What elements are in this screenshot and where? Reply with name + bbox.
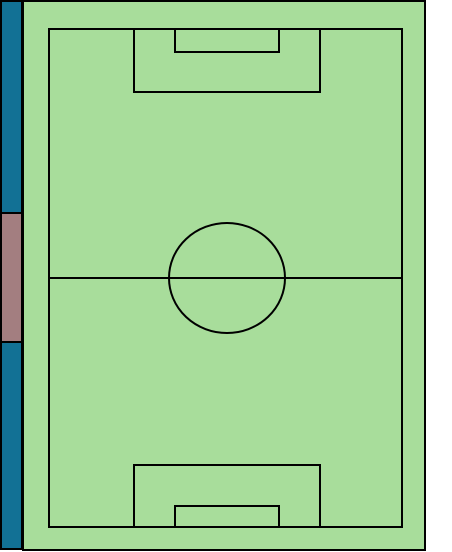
strip-segment-top[interactable] [2, 2, 21, 212]
top-goal-area [174, 28, 280, 53]
strip-segment-middle[interactable] [2, 212, 21, 343]
strip-segment-bottom[interactable] [2, 343, 21, 548]
pitch-surface[interactable] [22, 0, 426, 551]
center-circle [168, 222, 286, 334]
bottom-goal-area [174, 505, 280, 528]
side-strip [0, 0, 23, 550]
